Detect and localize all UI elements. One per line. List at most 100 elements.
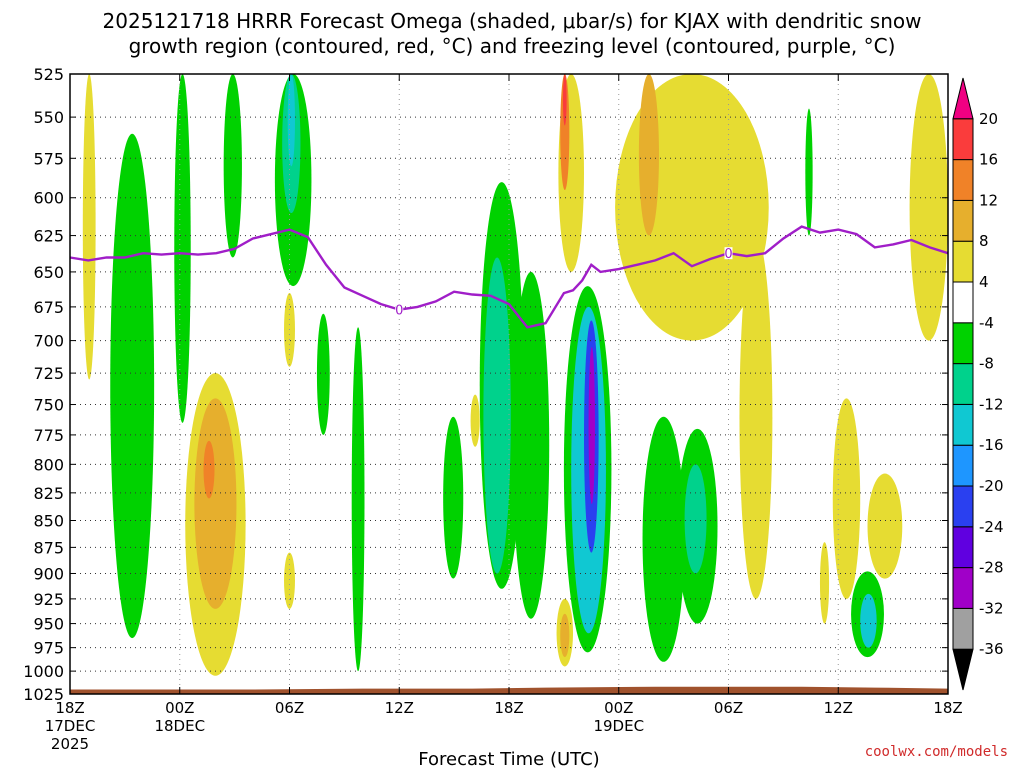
time-tick-label: 00Z (604, 699, 633, 717)
colorbar-bin (952, 159, 974, 201)
colorbar-bin (952, 607, 974, 650)
pressure-tick-label: 800 (33, 455, 64, 474)
pressure-tick-label: 700 (33, 332, 64, 351)
omega-negative-region (287, 74, 295, 167)
pressure-tick-label: 900 (33, 564, 64, 583)
pressure-tick-label: 1025 (23, 685, 64, 704)
colorbar-tick-label: 20 (979, 110, 998, 128)
pressure-tick-label: 525 (33, 65, 64, 84)
credit-text: coolwx.com/models (865, 744, 1008, 760)
time-tick-year: 2025 (51, 735, 89, 753)
colorbar-bin (952, 363, 974, 405)
x-axis-label: Forecast Time (UTC) (418, 749, 599, 768)
omega-positive-region (203, 440, 215, 499)
colorbar-tick-label: 12 (979, 191, 998, 209)
omega-negative-region (443, 416, 464, 579)
freezing-level-label-bg (395, 303, 404, 316)
pressure-tick-label: 950 (33, 615, 64, 634)
colorbar-tick-label: -32 (979, 599, 1004, 617)
time-tick-label: 18Z (494, 699, 523, 717)
colorbar-bin (952, 199, 974, 242)
pressure-tick-label: 675 (33, 298, 64, 317)
pressure-tick-label: 775 (33, 426, 64, 445)
omega-negative-region (483, 257, 511, 574)
omega-negative-region (860, 593, 877, 648)
colorbar-bin (952, 648, 974, 691)
omega-positive-region (867, 473, 903, 579)
chart-title-line2: growth region (contoured, red, °C) and f… (129, 34, 896, 58)
pressure-tick-label: 600 (33, 189, 64, 208)
pressure-tick-label: 750 (33, 396, 64, 415)
omega-negative-region (110, 133, 155, 639)
omega-positive-region (909, 74, 948, 341)
omega-shading (70, 74, 948, 694)
freezing-level-line (69, 225, 949, 329)
pressure-tick-label: 1000 (23, 662, 64, 681)
omega-positive-region (819, 542, 830, 624)
time-tick-label: 18Z (933, 699, 962, 717)
pressure-tick-label: 550 (33, 108, 64, 127)
colorbar-tick-label: 16 (979, 151, 998, 169)
colorbar-tick-label: 4 (979, 273, 989, 291)
omega-negative-region (684, 464, 707, 574)
omega-negative-region (642, 416, 685, 662)
omega-negative-region (351, 327, 365, 672)
freezing-level-label: 0 (724, 247, 732, 262)
omega-positive-region (562, 74, 567, 126)
colorbar-bin (952, 567, 974, 609)
colorbar-bin (952, 77, 974, 120)
colorbar-bin (952, 526, 974, 569)
pressure-tick-label: 625 (33, 227, 64, 246)
colorbar-tick-label: -4 (979, 314, 994, 332)
colorbar-bin (952, 281, 974, 324)
colorbar-tick-label: -20 (979, 477, 1004, 495)
colorbar-tick-label: -28 (979, 559, 1004, 577)
time-tick-label: 00Z (165, 699, 194, 717)
pressure-tick-label: 725 (33, 364, 64, 383)
time-tick-label: 06Z (275, 699, 304, 717)
colorbar-tick-label: -12 (979, 395, 1004, 413)
omega-negative-region (512, 271, 550, 619)
omega-negative-region (223, 74, 242, 258)
pressure-tick-label: 575 (33, 149, 64, 168)
omega-negative-region (316, 313, 330, 435)
colorbar-tick-label: -16 (979, 436, 1004, 454)
omega-colorbar: -36 -32 -28 -24 -20 -16 -12 -8 -4 4 8 12 16 20 (952, 77, 1004, 691)
omega-positive-region (560, 74, 570, 190)
omega-positive-region (832, 398, 861, 599)
omega-negative-region (174, 74, 191, 423)
colorbar-tick-label: -8 (979, 355, 994, 373)
colorbar-bin (952, 485, 974, 528)
time-tick-label: 12Z (824, 699, 853, 717)
omega-positive-region (560, 613, 570, 658)
time-tick-date: 19DEC (593, 717, 644, 735)
pressure-tick-label: 825 (33, 484, 64, 503)
time-tick-date: 17DEC (45, 717, 96, 735)
freezing-level-contour: 00 (69, 225, 949, 329)
colorbar-bin (952, 240, 974, 283)
pressure-tick-label: 875 (33, 538, 64, 557)
time-tick-label: 18Z (55, 699, 84, 717)
freezing-level-label-bg (724, 247, 733, 260)
pressure-tick-label: 850 (33, 512, 64, 531)
chart-title-line1: 2025121718 HRRR Forecast Omega (shaded, … (103, 9, 922, 33)
pressure-tick-label: 975 (33, 639, 64, 658)
colorbar-tick-label: -24 (979, 518, 1004, 536)
pressure-tick-label: 925 (33, 590, 64, 609)
omega-positive-region (284, 552, 295, 609)
pressure-tick-label: 650 (33, 263, 64, 282)
omega-negative-region (805, 108, 813, 236)
colorbar-bin (952, 118, 974, 161)
pressure-axis: 525 550 575 600 625 650 675 700 725 750 775 800 825 8… (23, 65, 948, 704)
omega-positive-region (739, 235, 773, 599)
colorbar-tick-label: -36 (979, 640, 1004, 658)
omega-positive-region (638, 74, 659, 236)
time-tick-label: 06Z (714, 699, 743, 717)
omega-positive-region (194, 398, 237, 609)
colorbar-tick-label: 8 (979, 232, 989, 250)
omega-negative-region (588, 347, 595, 505)
omega-positive-region (470, 394, 480, 447)
freezing-level-label: 0 (395, 304, 403, 319)
